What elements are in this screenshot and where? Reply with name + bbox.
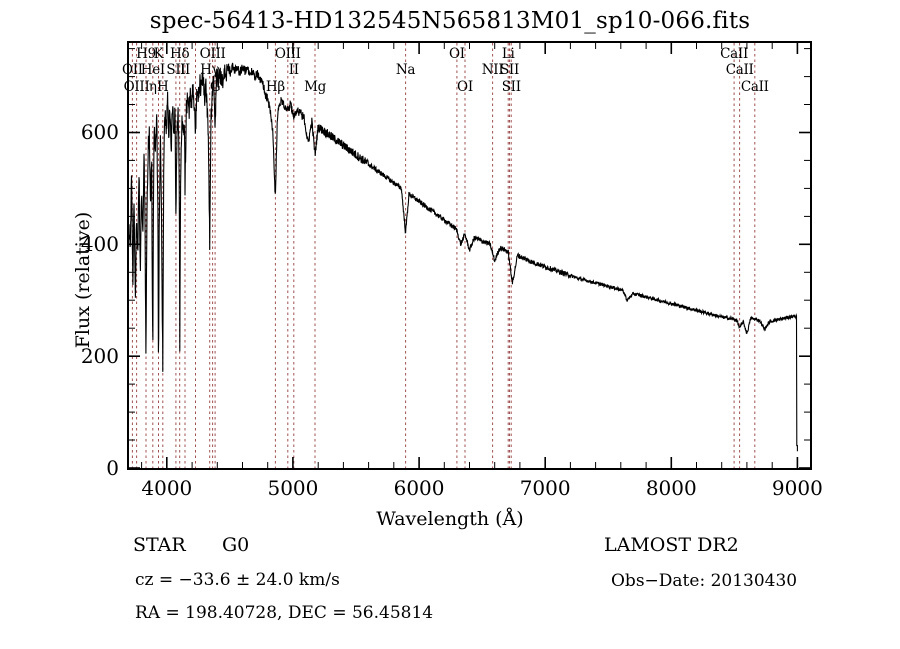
spectral-line-label: OIII	[199, 46, 226, 62]
y-tick-label: 400	[80, 232, 119, 257]
spectral-line-label: H9	[136, 46, 156, 62]
spectral-line-label: Hβ	[265, 79, 285, 95]
x-tick-label: 8000	[645, 476, 697, 500]
spectral-line-label: OIII	[274, 46, 301, 62]
spectral-line-label: II	[288, 62, 299, 78]
spectral-line-label: OI	[448, 46, 465, 62]
spectrum-plot	[129, 43, 810, 468]
y-tick-label: 0	[106, 456, 119, 480]
radial-velocity: cz = −33.6 ± 24.0 km/s	[135, 570, 340, 590]
spectral-line-label: K	[153, 46, 164, 62]
plot-frame	[127, 41, 812, 470]
y-tick-label: 200	[80, 344, 119, 369]
spectral-line-label: II	[179, 62, 191, 78]
x-tick-label: 7000	[519, 476, 571, 500]
spectral-line-label: H	[157, 79, 169, 95]
y-tick-label: 600	[80, 120, 119, 145]
spectral-line-label: CaII	[720, 46, 748, 62]
survey-name: LAMOST DR2	[604, 534, 739, 556]
y-axis-label: Flux (relative)	[72, 211, 94, 349]
spectral-line-label: SII	[166, 62, 186, 78]
spectral-line-label: Hδ	[170, 46, 190, 62]
coordinates: RA = 198.40728, DEC = 56.45814	[135, 603, 434, 623]
spectral-line-label: SII	[501, 79, 521, 95]
flux-curve	[129, 62, 798, 452]
obs-date: Obs−Date: 20130430	[611, 571, 798, 591]
spectral-line-label: Mg	[304, 79, 326, 95]
spectral-class: G0	[222, 534, 250, 556]
x-tick-label: 6000	[393, 476, 445, 500]
spectral-line-label: OII	[121, 62, 143, 78]
x-axis-label: Wavelength (Å)	[376, 508, 524, 530]
x-tick-label: 9000	[771, 476, 823, 500]
x-tick-label: 4000	[141, 476, 193, 500]
object-type: STAR	[133, 534, 186, 556]
spectral-line-label: OIII	[123, 79, 150, 95]
page-title: spec-56413-HD132545N565813M01_sp10-066.f…	[149, 8, 751, 34]
spectral-line-label: NII	[481, 62, 504, 78]
spectral-line-label: G	[209, 79, 221, 95]
spectral-line-label: Hγ	[200, 62, 220, 78]
spectral-line-label: OI	[457, 79, 473, 95]
spectral-line-label: SII	[499, 62, 519, 78]
x-tick-label: 5000	[267, 476, 319, 500]
spectral-line-label: CaII	[725, 62, 754, 78]
spectral-line-label: η	[148, 79, 157, 95]
spectral-line-label: HeI	[140, 62, 166, 78]
spectral-line-label: Li	[501, 46, 515, 62]
spectral-line-label: CaII	[740, 79, 769, 95]
spectral-line-label: Na	[395, 62, 416, 78]
